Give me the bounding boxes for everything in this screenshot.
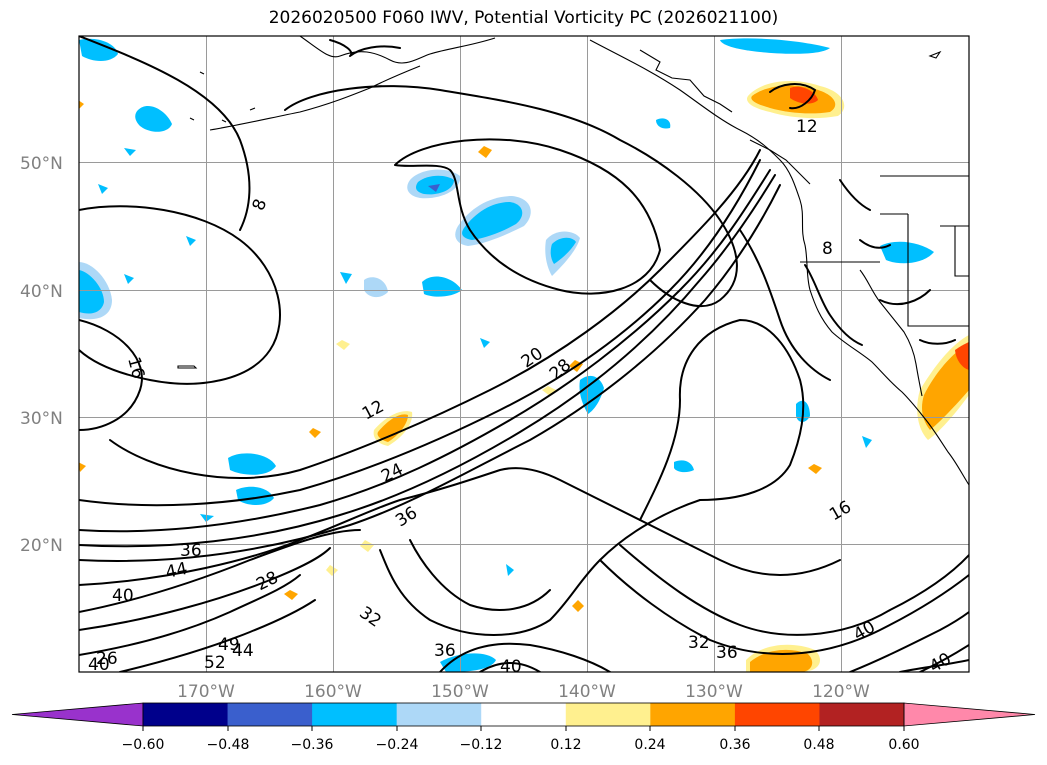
colorbar-tick-label: −0.48	[207, 737, 250, 753]
contour-label: 12	[796, 117, 818, 137]
colorbar: −0.60 −0.48 −0.36 −0.24 −0.12 0.12 0.24 …	[11, 702, 1036, 753]
lon-label: 140°W	[558, 682, 616, 702]
map-frame	[78, 35, 970, 673]
contour-label: 8	[822, 239, 833, 259]
contour-label: 40	[112, 586, 134, 606]
contour-label: 49	[218, 635, 240, 655]
colorbar-cell	[396, 703, 482, 726]
colorbar-tick-label: −0.60	[122, 737, 165, 753]
colorbar-min-extension	[11, 702, 144, 727]
colorbar-tick-labels: −0.60 −0.48 −0.36 −0.24 −0.12 0.12 0.24 …	[122, 737, 920, 753]
colorbar-tick-label: 0.24	[634, 737, 665, 753]
contour-label: 52	[204, 653, 226, 673]
colorbar-cell	[227, 703, 313, 726]
colorbar-max-extension	[903, 702, 1036, 727]
contour-label: 26	[96, 649, 118, 669]
lon-label: 160°W	[304, 682, 362, 702]
colorbar-cell	[819, 703, 905, 726]
lon-label: 170°W	[177, 682, 235, 702]
colorbar-cell	[481, 703, 567, 726]
iwv-contours	[79, 36, 969, 672]
lon-label: 130°W	[685, 682, 743, 702]
contour-label: 36	[716, 643, 738, 663]
colorbar-tick-label: −0.36	[291, 737, 334, 753]
colorbar-tick-label: 0.48	[803, 737, 834, 753]
colorbar-tick-label: 0.12	[550, 737, 581, 753]
lat-label: 50°N	[20, 154, 63, 174]
colorbar-ticks	[142, 726, 905, 731]
colorbar-cells	[143, 703, 905, 726]
colorbar-cell	[650, 703, 736, 726]
map-panel: 8 8 12 12 16 16 20 24 28 28 32 32 36 36 …	[79, 36, 969, 677]
latitude-labels: 50°N 40°N 30°N 20°N	[20, 154, 63, 556]
lon-label: 150°W	[431, 682, 489, 702]
colorbar-tick-label: −0.12	[460, 737, 503, 753]
contour-label: 40	[88, 655, 110, 675]
contour-label: 44	[232, 641, 254, 661]
colorbar-tick-label: 0.36	[719, 737, 750, 753]
colorbar-cell	[312, 703, 398, 726]
contour-label: 32	[688, 633, 710, 653]
colorbar-tick-label: −0.24	[376, 737, 419, 753]
contour-label: 40	[500, 657, 522, 677]
longitude-labels: 170°W 160°W 150°W 140°W 130°W 120°W	[177, 682, 870, 702]
map-title: 2026020500 F060 IWV, Potential Vorticity…	[268, 8, 779, 28]
colorbar-cell	[565, 703, 651, 726]
colorbar-cell	[734, 703, 820, 726]
lat-label: 40°N	[20, 282, 63, 302]
contour-label: 36	[434, 641, 456, 661]
contour-label: 40	[926, 649, 955, 677]
contour-label: 44	[164, 559, 189, 583]
lat-label: 30°N	[20, 409, 63, 429]
colorbar-cell	[143, 703, 229, 726]
lat-label: 20°N	[20, 536, 63, 556]
contour-label: 36	[180, 541, 202, 561]
lon-label: 120°W	[812, 682, 870, 702]
colorbar-tick-label: 0.60	[888, 737, 919, 753]
coastlines	[177, 36, 969, 486]
